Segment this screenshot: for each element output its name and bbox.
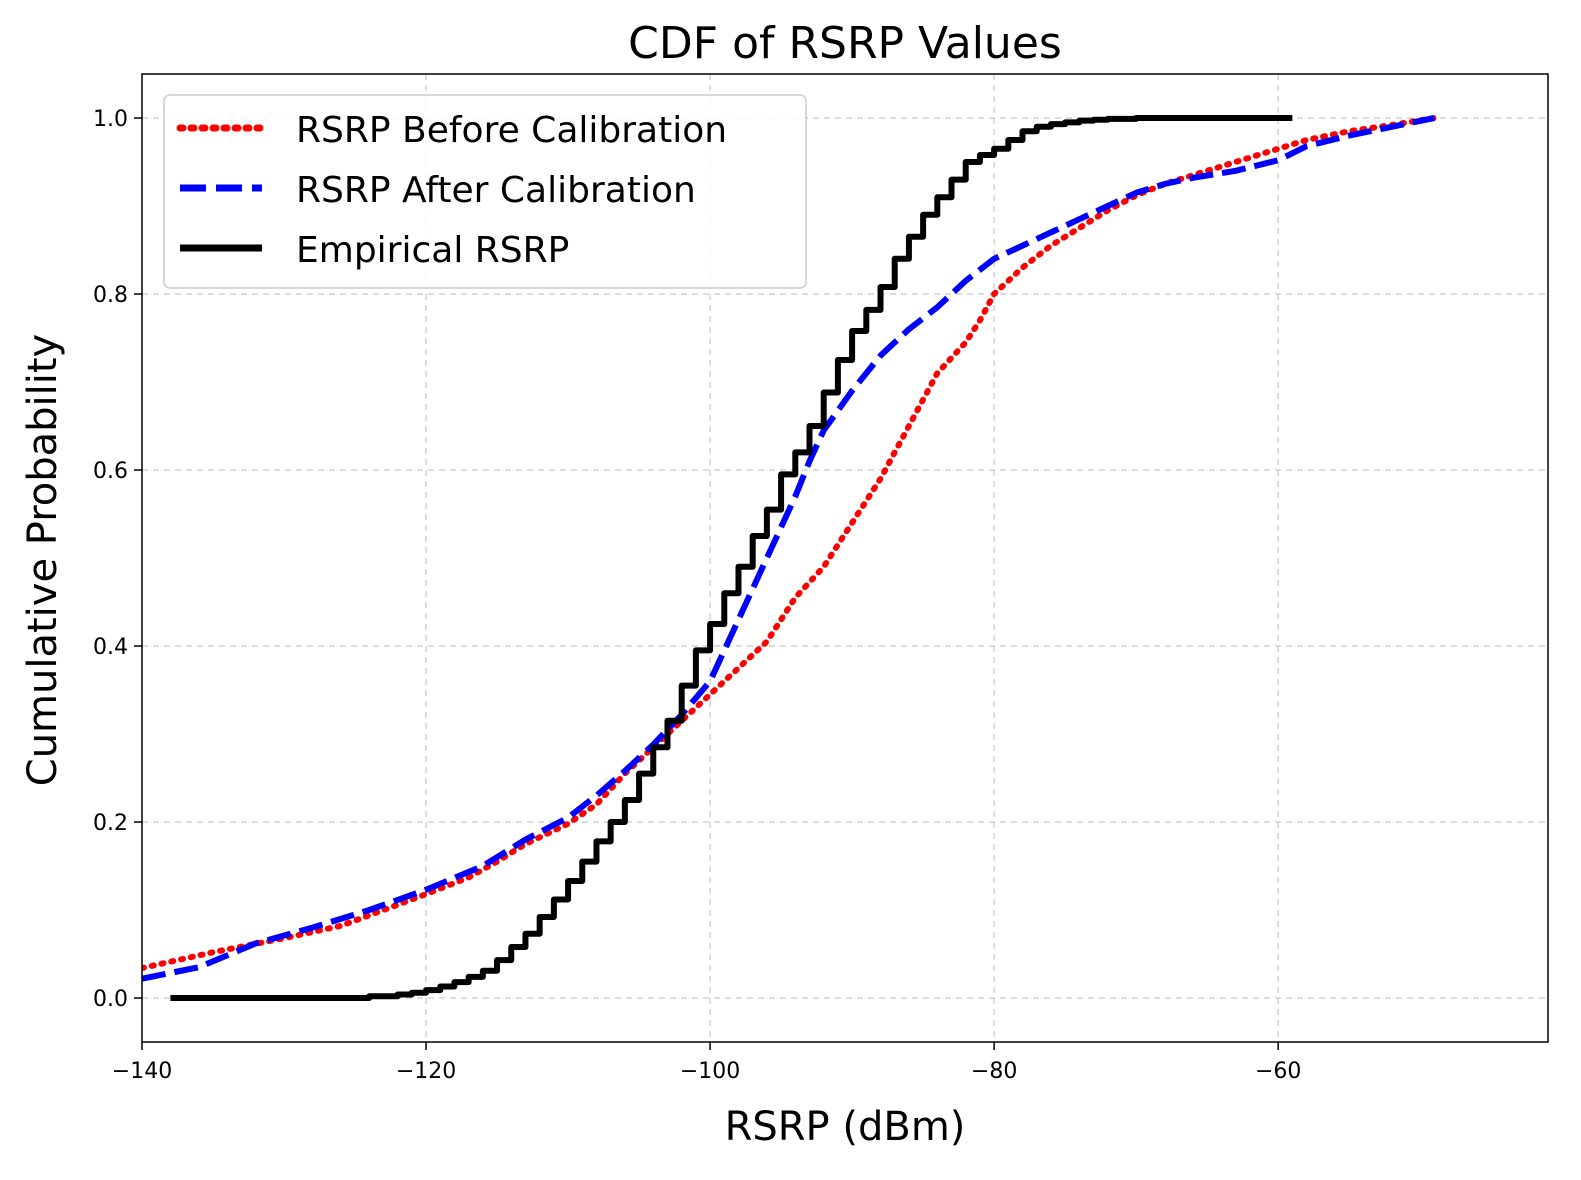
x-axis-label: RSRP (dBm)	[725, 1104, 966, 1150]
legend-label-after: RSRP After Calibration	[296, 170, 696, 211]
y-tick-label: 0.8	[93, 283, 128, 308]
x-tick-label: −120	[396, 1059, 456, 1084]
y-axis-ticks: 0.0 0.2 0.4 0.6 0.8 1.0	[93, 107, 142, 1012]
chart-title: CDF of RSRP Values	[628, 18, 1062, 69]
series-line-1	[142, 115, 1435, 982]
y-tick-label: 0.0	[93, 987, 128, 1012]
legend-label-empirical: Empirical RSRP	[296, 230, 569, 271]
y-tick-label: 0.4	[93, 635, 128, 660]
legend: RSRP Before Calibration RSRP After Calib…	[163, 94, 807, 289]
x-tick-label: −80	[971, 1059, 1017, 1084]
series-line-2	[170, 115, 1293, 1001]
y-axis-label: Cumulative Probability	[20, 334, 66, 786]
x-tick-label: −140	[112, 1059, 172, 1084]
y-tick-label: 0.6	[93, 459, 128, 484]
x-tick-label: −60	[1255, 1059, 1301, 1084]
y-tick-label: 0.2	[93, 811, 128, 836]
y-tick-label: 1.0	[93, 107, 128, 132]
plot-area	[142, 115, 1438, 1001]
x-tick-label: −100	[680, 1059, 740, 1084]
axes-frame	[141, 73, 1549, 1043]
legend-box	[163, 94, 807, 289]
x-axis-ticks: −140 −120 −100 −80 −60	[112, 1042, 1301, 1084]
legend-label-before: RSRP Before Calibration	[296, 110, 727, 151]
